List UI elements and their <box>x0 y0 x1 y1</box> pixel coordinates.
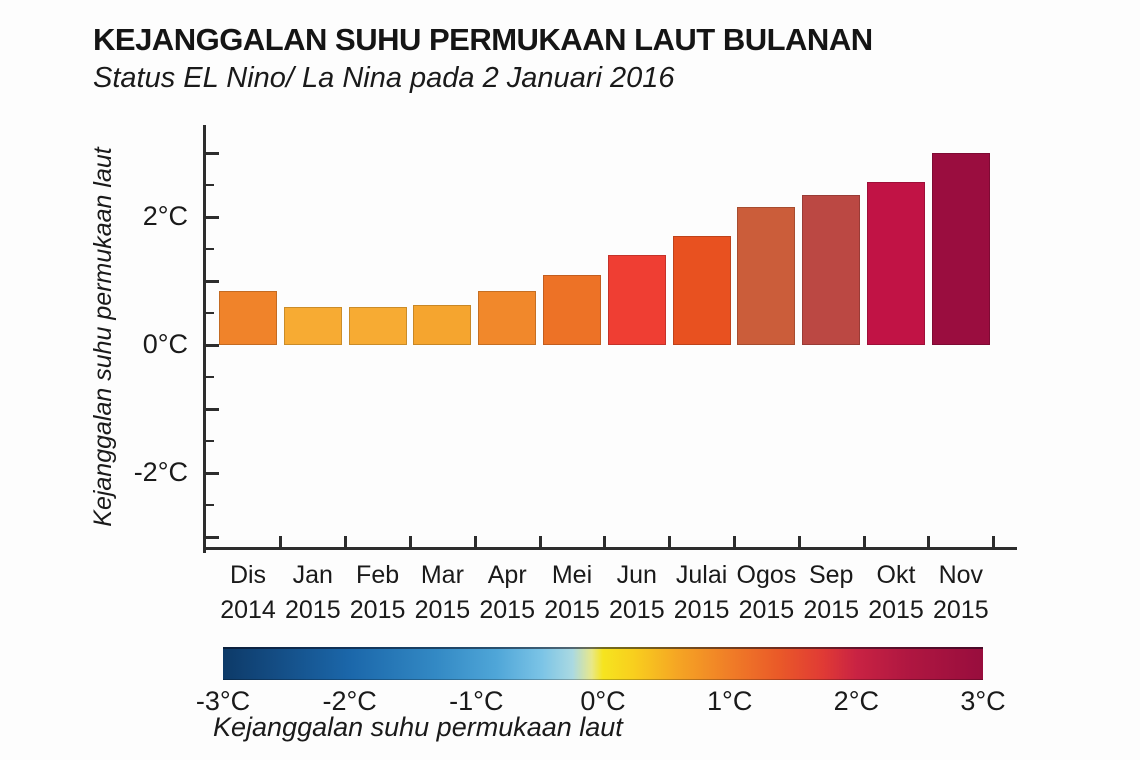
y-axis-minor-tick <box>206 248 214 250</box>
bar-nov-2015 <box>931 153 990 345</box>
y-axis-major-tick <box>206 344 219 347</box>
colorbar-tick-label-2degC: 2°C <box>833 686 879 716</box>
x-category-dis-2014: Dis 2014 <box>206 558 290 628</box>
x-category-month: Nov <box>938 561 984 589</box>
bar-jun-2015 <box>607 255 666 345</box>
y-axis-minor-tick <box>206 376 214 378</box>
y-axis-line <box>203 125 206 553</box>
x-category-month: Jun <box>616 561 657 589</box>
x-axis-tick <box>668 536 672 547</box>
colorbar-tick-label--2degC: -2°C <box>322 686 377 716</box>
x-category-mei-2015: Mei 2015 <box>530 558 614 628</box>
x-axis-tick <box>473 536 477 547</box>
x-category-jan-2015: Jan 2015 <box>271 558 355 628</box>
x-category-month: Feb <box>356 561 400 589</box>
x-axis-tick <box>862 536 866 547</box>
y-tick-label-0: 0°C <box>142 329 188 359</box>
y-axis-major-tick <box>206 536 219 539</box>
x-category-year: 2015 <box>544 596 600 624</box>
x-axis-tick <box>733 536 736 547</box>
x-category-julai-2015: Julai 2015 <box>660 558 744 628</box>
x-category-month: Jan <box>292 561 333 589</box>
x-category-month: Ogos <box>736 561 797 589</box>
x-category-sep-2015: Sep 2015 <box>789 558 873 628</box>
page-title: KEJANGGALAN SUHU PERMUKAAN LAUT BULANAN <box>93 22 873 57</box>
x-category-jun-2015: Jun 2015 <box>595 558 679 628</box>
x-category-apr-2015: Apr 2015 <box>465 558 549 628</box>
colorbar-tick-label-1degC: 1°C <box>707 686 753 716</box>
bar-apr-2015 <box>478 290 537 345</box>
bar-ogos-2015 <box>737 207 796 345</box>
y-axis-major-tick <box>206 472 219 475</box>
temperature-colorbar <box>223 647 983 680</box>
y-axis-minor-tick <box>206 440 214 442</box>
x-category-month: Sep <box>808 561 854 589</box>
y-axis-minor-tick <box>206 312 214 314</box>
x-category-year: 2014 <box>220 596 276 624</box>
x-category-mar-2015: Mar 2015 <box>400 558 484 628</box>
y-axis-minor-tick <box>206 184 214 186</box>
y-axis-major-tick <box>206 152 219 155</box>
y-tick-label--2: -2°C <box>133 457 188 487</box>
bar-jan-2015 <box>283 306 342 345</box>
x-category-year: 2015 <box>284 596 341 624</box>
colorbar-tick-label--3degC: -3°C <box>195 686 251 716</box>
bar-sep-2015 <box>802 194 861 345</box>
x-category-year: 2015 <box>673 596 730 624</box>
x-axis-line <box>203 547 1017 550</box>
x-category-month: Dis <box>229 561 267 589</box>
x-axis-tick <box>409 536 412 547</box>
bar-julai-2015 <box>672 236 731 345</box>
x-category-year: 2015 <box>414 596 471 624</box>
y-axis-major-tick <box>206 408 219 411</box>
x-category-month: Mar <box>420 561 464 589</box>
bar-mei-2015 <box>543 274 601 345</box>
x-category-year: 2015 <box>932 596 989 624</box>
x-category-ogos-2015: Ogos 2015 <box>724 558 808 628</box>
x-category-feb-2015: Feb 2015 <box>336 558 420 628</box>
x-category-month: Mei <box>551 561 593 589</box>
colorbar-tick-label--1degC: -1°C <box>449 686 504 716</box>
x-category-year: 2015 <box>479 596 535 624</box>
x-axis-tick <box>797 536 801 547</box>
colorbar-tick-label-3degC: 3°C <box>960 686 1006 716</box>
bar-chart-plot-area <box>203 125 1017 553</box>
x-category-month: Julai <box>675 561 728 589</box>
x-category-year: 2015 <box>608 596 665 624</box>
colorbar-tick-label-0degC: 0°C <box>580 686 626 716</box>
y-axis-major-tick <box>206 216 219 219</box>
y-axis-major-tick <box>206 280 219 283</box>
x-axis-tick <box>927 536 931 547</box>
colorbar-caption: Kejanggalan suhu permukaan laut <box>213 712 623 742</box>
bar-okt-2015 <box>867 181 925 345</box>
x-category-year: 2015 <box>738 596 795 624</box>
x-axis-tick <box>344 536 348 547</box>
x-axis-tick <box>538 536 542 547</box>
x-category-month: Okt <box>876 561 916 589</box>
x-axis-tick <box>992 536 996 547</box>
x-category-month: Apr <box>487 561 527 589</box>
y-tick-label-2: 2°C <box>142 201 188 231</box>
x-category-okt-2015: Okt 2015 <box>854 558 938 628</box>
x-category-nov-2015: Nov 2015 <box>919 558 1003 628</box>
x-category-year: 2015 <box>349 596 406 624</box>
bar-mar-2015 <box>413 305 472 345</box>
x-category-year: 2015 <box>868 596 924 624</box>
y-axis-minor-tick <box>206 504 214 506</box>
x-category-year: 2015 <box>803 596 859 624</box>
x-axis-tick <box>279 536 283 547</box>
bar-feb-2015 <box>348 306 407 345</box>
page-subtitle: Status EL Nino/ La Nina pada 2 Januari 2… <box>93 62 675 94</box>
x-axis-tick <box>603 536 607 547</box>
bar-dis-2014 <box>219 290 277 345</box>
